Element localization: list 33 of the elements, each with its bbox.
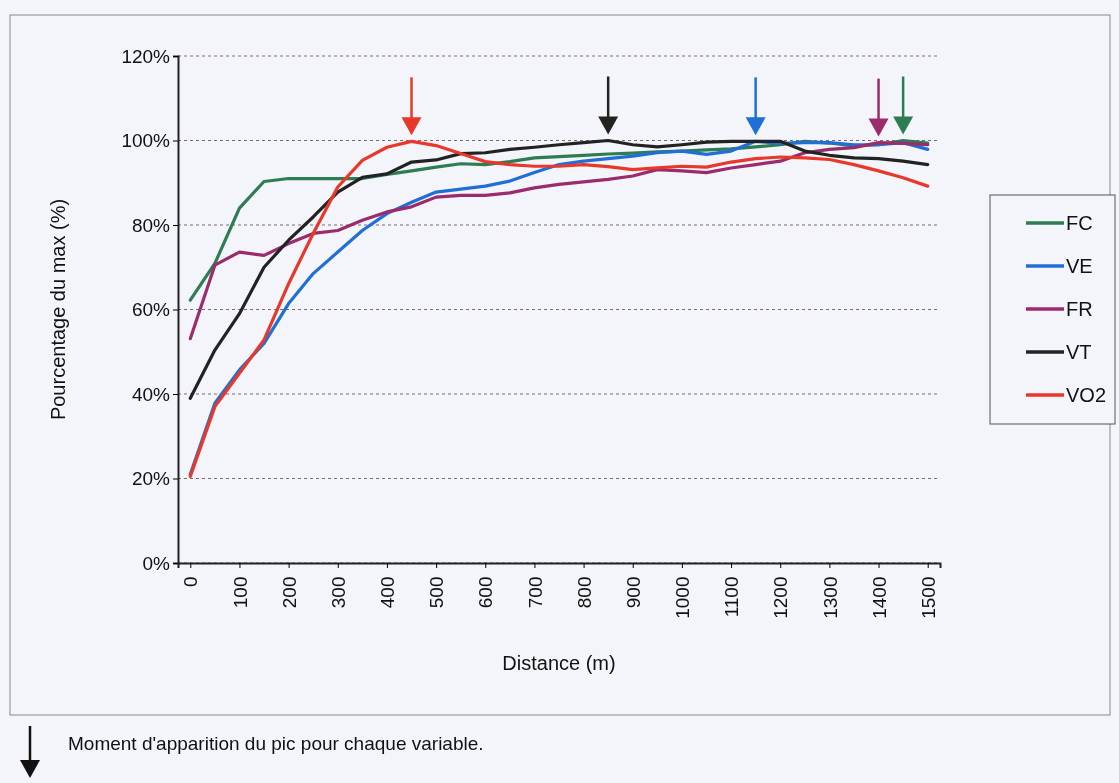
x-tick-label: 400 bbox=[377, 576, 399, 609]
x-tick-label: 700 bbox=[524, 576, 546, 609]
x-tick-label: 1100 bbox=[721, 576, 743, 618]
line-series bbox=[188, 141, 930, 341]
y-tick-label: 40% bbox=[131, 383, 171, 405]
x-tick-label: 1000 bbox=[672, 576, 694, 619]
x-tick-label: 100 bbox=[229, 576, 251, 609]
legend-label: FR bbox=[1066, 298, 1093, 320]
legend-label: FC bbox=[1066, 212, 1093, 234]
x-axis-title: Distance (m) bbox=[502, 652, 616, 674]
x-tick-label: 500 bbox=[426, 576, 448, 609]
line-series bbox=[188, 138, 930, 400]
x-tick-label: 200 bbox=[278, 576, 300, 609]
x-tick-label: 300 bbox=[327, 576, 349, 609]
y-tick-label: 100% bbox=[121, 130, 171, 152]
legend-label: VE bbox=[1066, 255, 1093, 277]
x-tick-label: 600 bbox=[475, 576, 497, 609]
y-tick-label: 60% bbox=[131, 299, 171, 321]
x-tick-label: 1500 bbox=[917, 576, 939, 619]
legend-label: VO2 bbox=[1066, 384, 1107, 406]
x-tick-label: 0 bbox=[180, 576, 202, 588]
y-tick-label: 120% bbox=[121, 45, 171, 67]
text: Moment d'apparition du pic pour chaque variable. bbox=[68, 733, 484, 754]
y-tick-label: 20% bbox=[131, 468, 171, 490]
y-axis-title: Pourcentage du max (%) bbox=[47, 198, 69, 421]
x-tick-label: 1300 bbox=[819, 576, 841, 619]
x-tick-label: 800 bbox=[573, 576, 595, 609]
legend-label: VT bbox=[1066, 341, 1092, 363]
y-tick-label: 80% bbox=[131, 214, 171, 236]
y-tick-label: 0% bbox=[142, 552, 171, 574]
x-tick-label: 900 bbox=[622, 576, 644, 609]
x-tick-label: 1400 bbox=[868, 576, 890, 619]
x-tick-label: 1200 bbox=[770, 576, 792, 619]
